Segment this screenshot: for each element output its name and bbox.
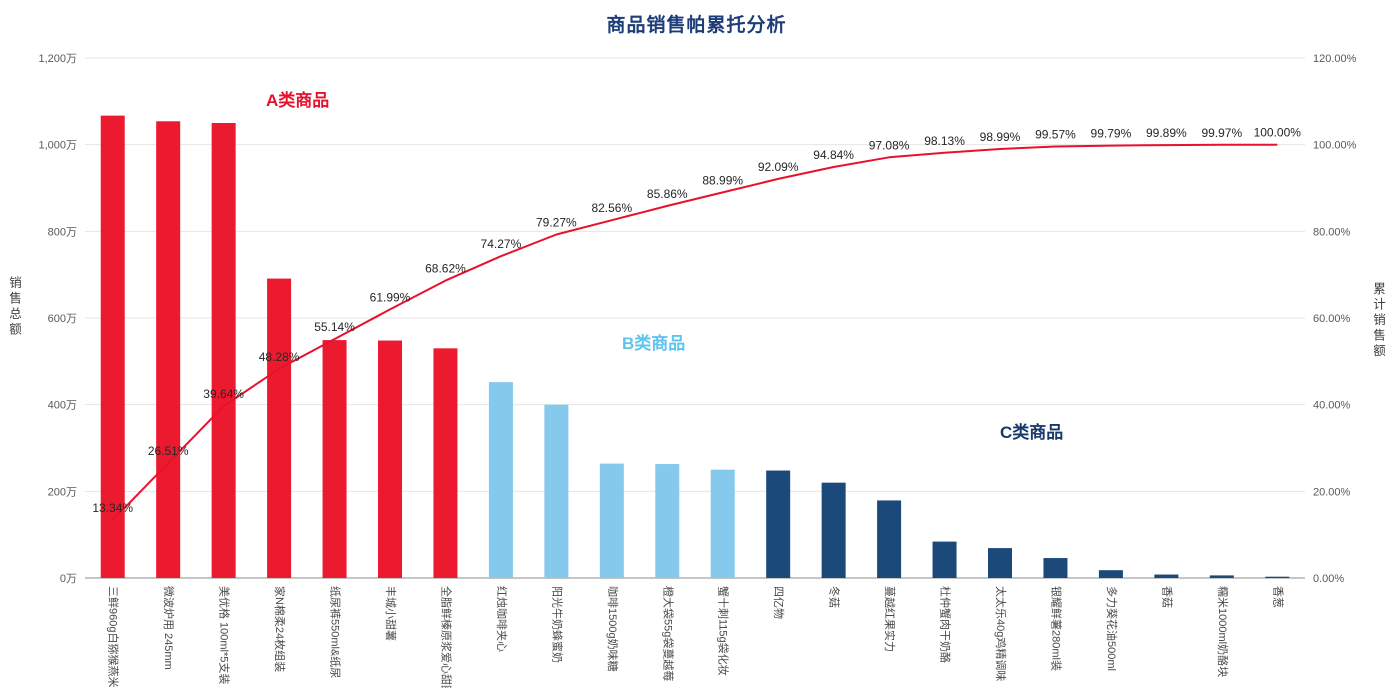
left-axis-tick: 200万 — [48, 486, 77, 498]
x-axis-label: 杜仲蟹肉干奶酪 — [939, 586, 953, 663]
cumulative-value-label: 79.27% — [536, 215, 577, 229]
left-axis-tick: 1,200万 — [38, 53, 77, 65]
x-axis-label: 家N棉柔24枚组装 — [273, 586, 287, 672]
class-a-annotation: A类商品 — [266, 91, 330, 110]
bar-16[interactable] — [932, 541, 957, 578]
cumulative-value-label: 88.99% — [702, 173, 743, 187]
cumulative-line — [111, 143, 1278, 521]
cumulative-value-label: 68.62% — [425, 262, 466, 276]
x-axis-label: 红烛咖啡夹心 — [495, 586, 509, 652]
left-axis-tick: 600万 — [48, 313, 77, 325]
bar-8[interactable] — [488, 382, 513, 578]
right-axis-tick: 20.00% — [1313, 486, 1351, 498]
x-axis-label: 丰城小甜薯 — [384, 586, 397, 641]
bar-12[interactable] — [710, 469, 735, 578]
cumulative-value-label: 98.13% — [924, 134, 965, 148]
bar-15[interactable] — [877, 500, 902, 578]
right-axis-title: 累计销售额 — [1371, 282, 1385, 360]
x-axis-label: 香葱 — [1271, 586, 1284, 608]
bar-5[interactable] — [322, 340, 347, 578]
cumulative-value-label: 61.99% — [370, 290, 411, 304]
cumulative-value-label: 99.97% — [1201, 126, 1242, 140]
bar-21[interactable] — [1209, 575, 1234, 578]
x-axis-label: 蟹十刺115g袋化妆 — [717, 586, 731, 676]
cumulative-value-label: 82.56% — [591, 201, 632, 215]
cumulative-value-label: 100.00% — [1254, 126, 1302, 140]
x-axis-label: 多力葵花油500ml — [1105, 586, 1119, 671]
bar-22[interactable] — [1265, 576, 1290, 578]
x-axis-label: 微波炉用 245mm — [162, 586, 176, 670]
bar-7[interactable] — [433, 348, 458, 578]
bar-6[interactable] — [378, 340, 402, 578]
cumulative-value-label: 39.64% — [203, 387, 244, 401]
bar-10[interactable] — [599, 463, 624, 578]
cumulative-value-label: 97.08% — [869, 138, 910, 152]
class-b-annotation: B类商品 — [622, 334, 686, 353]
x-axis-label: 糯米1000ml奶酪块 — [1216, 586, 1230, 677]
bar-19[interactable] — [1098, 570, 1123, 578]
left-axis-tick: 0万 — [60, 573, 77, 585]
x-axis-label: 美优格 100ml*5支装 — [218, 586, 232, 684]
x-axis-label: 四亿物 — [772, 586, 786, 619]
cumulative-value-label: 74.27% — [481, 237, 522, 251]
bar-9[interactable] — [544, 404, 569, 578]
left-axis-tick: 400万 — [48, 400, 77, 412]
x-axis-label: 三鲜960g白猕猴燕米 — [107, 586, 121, 687]
cumulative-value-label: 92.09% — [758, 160, 799, 174]
right-axis-tick: 120.00% — [1313, 53, 1357, 65]
x-axis-label: 太太乐40g鸡精调味 — [994, 586, 1008, 681]
x-axis-label: 全脂鲜榛原浆爱心甜圈 — [439, 586, 453, 688]
right-axis-tick: 0.00% — [1313, 573, 1344, 585]
left-axis-title: 销售总额 — [7, 276, 21, 338]
bar-20[interactable] — [1154, 574, 1179, 578]
cumulative-value-label: 99.89% — [1146, 126, 1187, 140]
x-axis-label: 银耀鲜薯280ml装 — [1049, 586, 1063, 671]
bar-14[interactable] — [821, 482, 846, 578]
bar-17[interactable] — [988, 548, 1012, 578]
chart-title: 商品销售帕累托分析 — [606, 15, 787, 36]
right-axis-tick: 80.00% — [1313, 226, 1351, 238]
left-axis-tick: 800万 — [48, 226, 77, 238]
bar-13[interactable] — [766, 470, 791, 578]
cumulative-value-label: 94.84% — [813, 148, 854, 162]
cumulative-value-label: 85.86% — [647, 187, 688, 201]
x-axis-label: 咖啡1500g奶味糖 — [606, 586, 620, 672]
bar-11[interactable] — [655, 464, 680, 578]
x-axis-label: 阳光牛奶蜂蜜奶 — [550, 586, 564, 663]
bar-1[interactable] — [100, 115, 125, 578]
x-axis-label: 纸尿裤550ml&纸尿 — [329, 586, 343, 678]
cumulative-value-label: 55.14% — [314, 320, 355, 334]
bar-4[interactable] — [267, 278, 292, 578]
x-axis-label: 橙大袋55g袋蔓越莓 — [661, 586, 675, 681]
bar-18[interactable] — [1043, 558, 1068, 578]
cumulative-value-label: 99.79% — [1091, 127, 1132, 141]
x-axis-label: 蔓越红果实力 — [883, 586, 897, 652]
cumulative-value-label: 26.51% — [148, 444, 189, 458]
class-c-annotation: C类商品 — [1000, 423, 1064, 442]
right-axis-tick: 40.00% — [1313, 400, 1351, 412]
x-axis-label: 冬菇 — [828, 586, 842, 608]
right-axis-tick: 60.00% — [1313, 313, 1351, 325]
cumulative-value-label: 98.99% — [980, 130, 1021, 144]
x-axis-label: 香菇 — [1160, 586, 1174, 608]
cumulative-value-label: 48.28% — [259, 350, 300, 364]
cumulative-value-label: 13.34% — [92, 501, 133, 515]
bar-3[interactable] — [211, 123, 236, 578]
right-axis-tick: 100.00% — [1313, 140, 1357, 152]
left-axis-tick: 1,000万 — [38, 140, 77, 152]
bar-2[interactable] — [156, 121, 181, 579]
cumulative-value-label: 99.57% — [1035, 128, 1076, 142]
